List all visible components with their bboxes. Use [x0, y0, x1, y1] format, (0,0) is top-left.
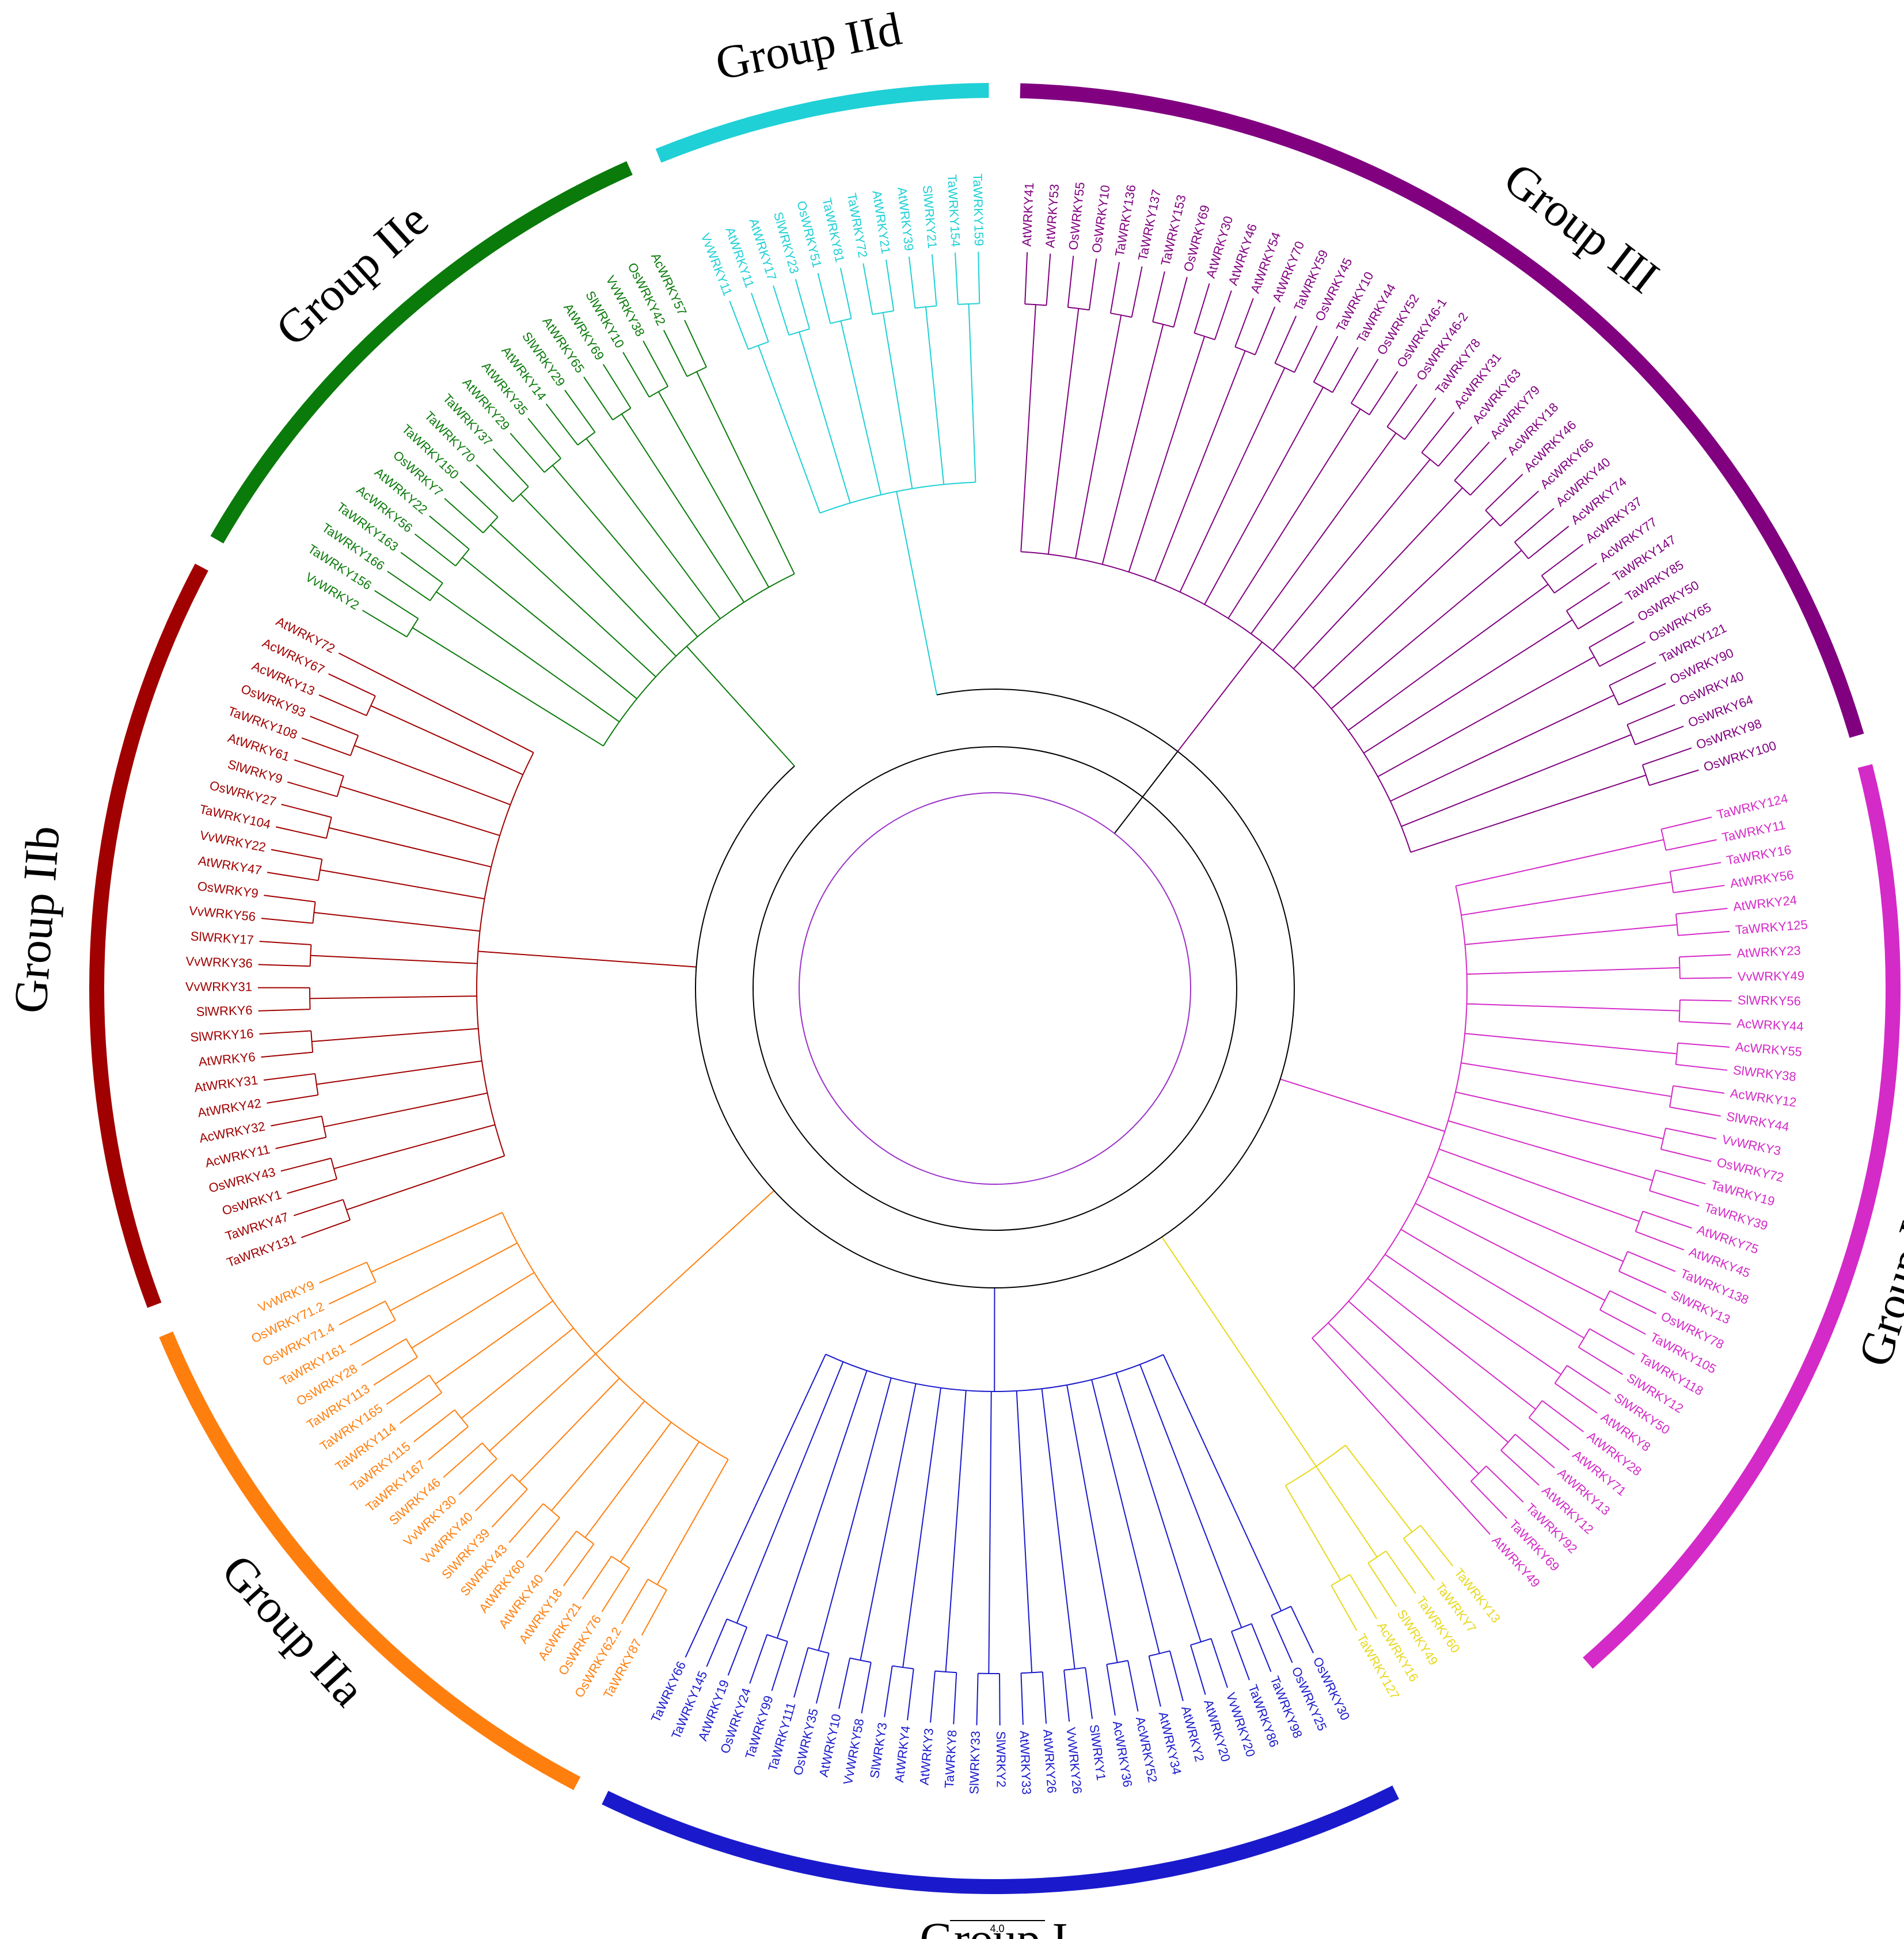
group-label: Group I [919, 1913, 1067, 1939]
leaf-label: VvWRKY36 [185, 954, 253, 971]
group-arc [89, 564, 208, 1308]
leaf-label: AtWRKY23 [1736, 943, 1801, 960]
leaf-label: TaWRKY8 [942, 1729, 960, 1789]
leaf-label: AtWRKY33 [1017, 1731, 1033, 1795]
leaf-label: VvWRKY31 [185, 979, 252, 994]
leaf-label: SlWRKY2 [994, 1731, 1009, 1788]
clade-branches [685, 1287, 1314, 1725]
clade-branches [362, 320, 795, 767]
root-ring [799, 792, 1191, 1185]
group-arc [1583, 764, 1901, 1669]
clade-branches [1161, 1237, 1454, 1631]
leaf-label: SlWRKY33 [967, 1731, 983, 1794]
scale-label: 4.0 [990, 1923, 1004, 1934]
group-arc [210, 161, 633, 543]
leaf-label: SlWRKY56 [1738, 993, 1801, 1009]
leaf-label: AtWRKY41 [1019, 182, 1036, 246]
clade-branches [729, 252, 980, 695]
clade-branches [319, 1190, 775, 1636]
root-ring [753, 746, 1237, 1231]
group-arc [1020, 83, 1864, 738]
leaf-label: SlWRKY6 [196, 1003, 253, 1019]
group-arc [159, 1331, 581, 1790]
leaf-label: AcWRKY44 [1736, 1016, 1804, 1034]
group-arc [602, 1785, 1399, 1894]
group-arc [655, 83, 989, 163]
clade-branches [257, 652, 697, 1238]
leaf-label: VvWRKY49 [1738, 968, 1805, 984]
clade-branches [1020, 252, 1699, 853]
backbone [695, 689, 1295, 1288]
leaf-label: TaWRKY159 [970, 173, 986, 246]
clade-branches [1280, 816, 1732, 1535]
